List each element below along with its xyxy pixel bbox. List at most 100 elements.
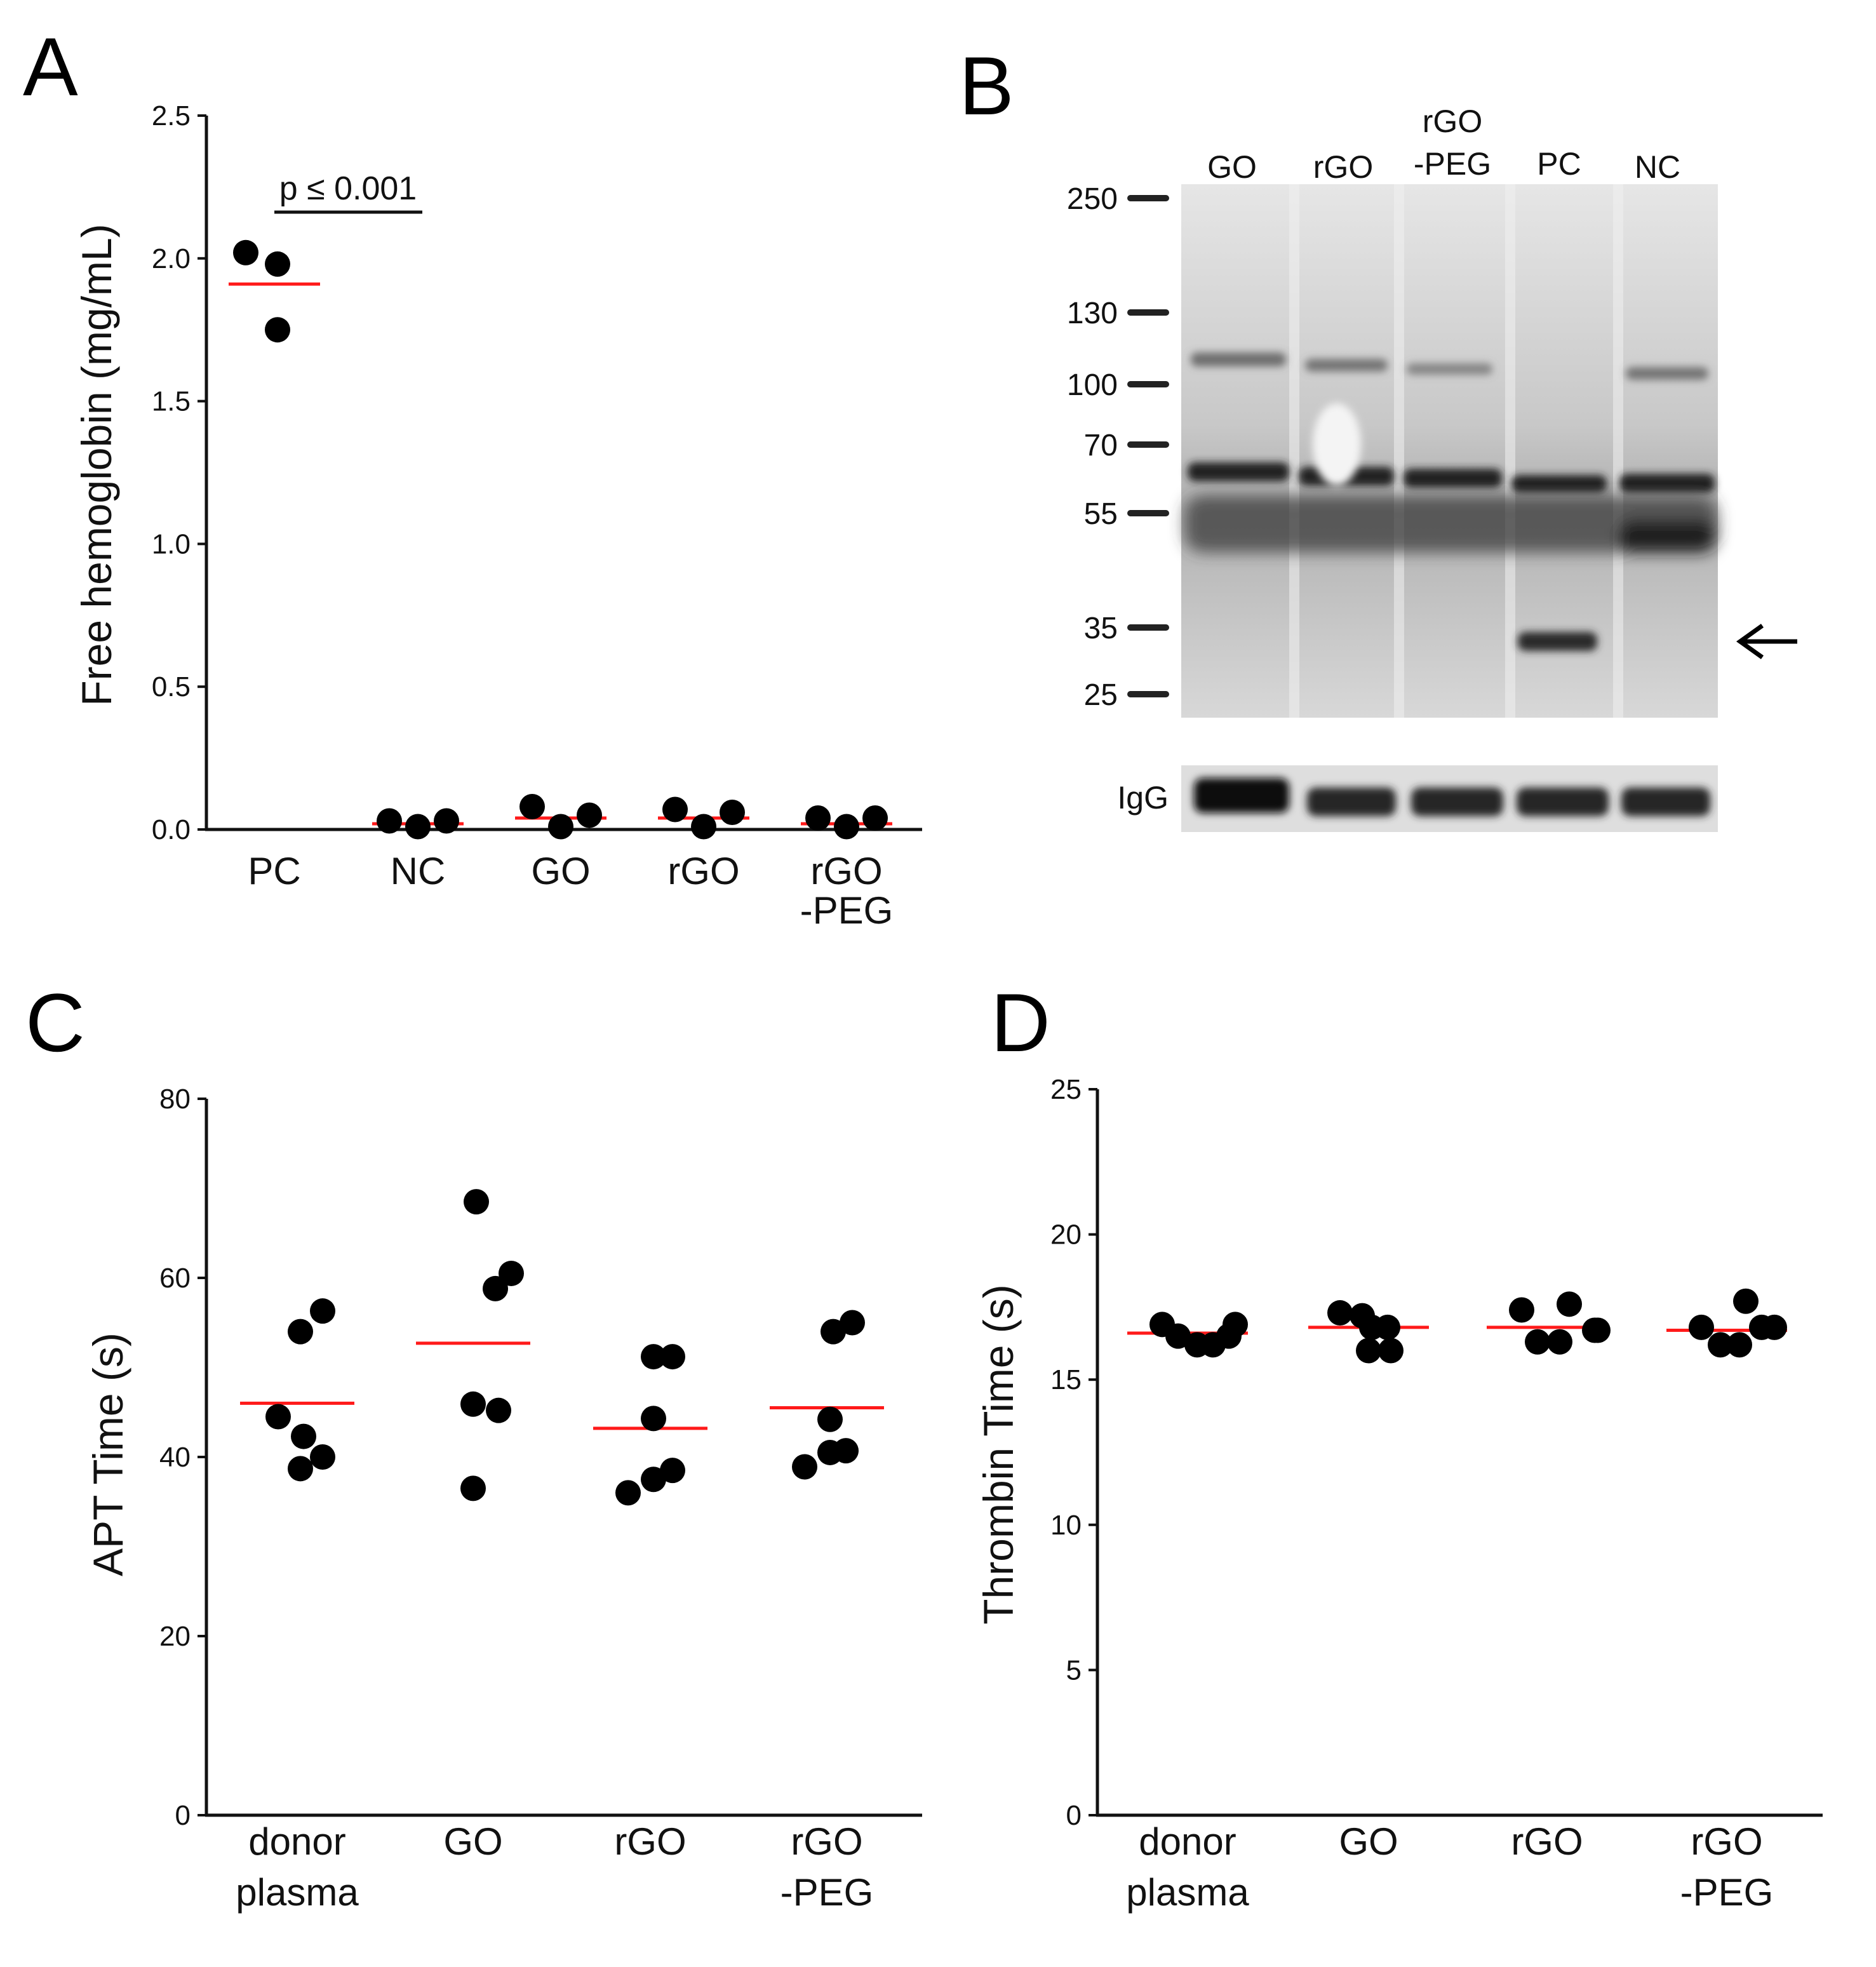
y-tick-label: 0.0 bbox=[152, 814, 191, 845]
y-axis-title: Free hemoglobin (mg/mL) bbox=[73, 224, 120, 706]
panel-c-apt-time-chart: C 0 20 40 60 80 donor plasma GO rGO rGO -PEG APT … bbox=[25, 976, 922, 1914]
y-axis-ticks: 0 20 40 60 80 bbox=[159, 1084, 206, 1831]
x-category-label: rGO bbox=[1511, 1820, 1583, 1863]
band-50kda-smear bbox=[1184, 495, 1718, 553]
x-category-label: GO bbox=[1339, 1820, 1398, 1863]
ladder-label: 25 bbox=[1084, 678, 1118, 712]
igg-bands bbox=[1194, 778, 1710, 816]
data-point bbox=[460, 1475, 486, 1501]
data-point bbox=[434, 808, 459, 834]
data-point bbox=[821, 1319, 846, 1345]
data-point bbox=[834, 814, 859, 840]
y-tick-label: 25 bbox=[1050, 1074, 1082, 1105]
data-point bbox=[1547, 1329, 1572, 1355]
y-tick-label: 15 bbox=[1050, 1364, 1082, 1395]
data-point bbox=[662, 796, 688, 822]
y-tick-label: 0.5 bbox=[152, 671, 191, 702]
y-axis-title: Thrombin Time (s) bbox=[975, 1284, 1022, 1624]
y-tick-label: 5 bbox=[1066, 1655, 1082, 1686]
mean-lines bbox=[240, 1341, 884, 1430]
panel-letter-d: D bbox=[991, 976, 1050, 1069]
y-tick-label: 20 bbox=[159, 1621, 191, 1652]
y-tick-label: 60 bbox=[159, 1263, 191, 1294]
lane-label-rgo: rGO bbox=[1313, 149, 1373, 185]
data-point bbox=[641, 1406, 666, 1432]
data-point bbox=[641, 1467, 666, 1493]
x-category-label: NC bbox=[391, 850, 446, 892]
left-arrow-icon bbox=[1736, 624, 1797, 659]
y-tick-label: 80 bbox=[159, 1084, 191, 1115]
x-category-label: -PEG bbox=[800, 889, 894, 932]
data-point bbox=[265, 1404, 291, 1430]
y-tick-label: 1.5 bbox=[152, 386, 191, 417]
data-point bbox=[805, 805, 831, 831]
lane-label-rgo-peg-line2: -PEG bbox=[1414, 146, 1491, 182]
data-point bbox=[660, 1344, 685, 1370]
band-33kda-pc bbox=[1518, 632, 1597, 651]
data-point bbox=[577, 802, 602, 828]
y-axis-title: APT Time (s) bbox=[84, 1333, 131, 1576]
x-category-label: donor bbox=[1139, 1820, 1236, 1863]
ladder-label: 130 bbox=[1067, 297, 1118, 330]
data-point bbox=[233, 239, 258, 265]
data-point bbox=[840, 1310, 865, 1336]
data-point bbox=[460, 1391, 486, 1417]
panel-b-western-blot: B GO rGO rGO -PEG PC NC bbox=[959, 39, 1797, 832]
x-category-label: PC bbox=[248, 850, 300, 892]
x-category-label: rGO bbox=[614, 1820, 686, 1863]
data-point bbox=[792, 1454, 817, 1480]
ladder-label: 100 bbox=[1067, 368, 1118, 402]
mean-lines bbox=[229, 282, 892, 826]
igg-label: IgG bbox=[1117, 780, 1169, 816]
lane-label-pc: PC bbox=[1537, 146, 1581, 182]
data-point bbox=[288, 1319, 313, 1345]
panel-a-hemolysis-chart: A 0.00.51.01.52.02.5 PC NC GO rGO rGO-PEG p … bbox=[23, 20, 922, 932]
data-point bbox=[1165, 1323, 1191, 1349]
x-category-label: rGO bbox=[810, 850, 882, 892]
lane-label-rgo-peg-line1: rGO bbox=[1423, 104, 1482, 139]
data-point bbox=[1689, 1314, 1714, 1340]
data-point bbox=[641, 1344, 666, 1370]
ladder-label: 35 bbox=[1084, 612, 1118, 645]
significance-annotation: p ≤ 0.001 bbox=[274, 170, 422, 214]
data-point bbox=[1708, 1332, 1733, 1358]
data-point bbox=[288, 1456, 313, 1482]
data-point bbox=[548, 814, 573, 840]
data-point bbox=[1733, 1288, 1759, 1314]
data-point bbox=[377, 808, 402, 834]
data-point bbox=[519, 794, 545, 820]
p-value-label: p ≤ 0.001 bbox=[279, 170, 417, 207]
x-axis-category-labels: PC NC GO rGO rGO-PEG bbox=[248, 850, 893, 932]
x-category-label: rGO bbox=[791, 1820, 862, 1863]
data-point bbox=[486, 1397, 511, 1423]
y-tick-label: 0 bbox=[175, 1800, 191, 1831]
lane-label-go: GO bbox=[1207, 149, 1257, 185]
x-category-label: plasma bbox=[1126, 1871, 1249, 1914]
data-point bbox=[499, 1260, 524, 1286]
data-point bbox=[1356, 1338, 1381, 1364]
blot-artifact-bubble bbox=[1313, 403, 1361, 486]
data-point bbox=[862, 805, 888, 831]
data-point bbox=[1525, 1329, 1550, 1355]
y-tick-label: 10 bbox=[1050, 1510, 1082, 1541]
lane-gap bbox=[1613, 184, 1623, 718]
lane-label-nc: NC bbox=[1635, 149, 1680, 185]
data-points bbox=[265, 1189, 865, 1506]
y-tick-label: 1.0 bbox=[152, 528, 191, 560]
ladder-label: 70 bbox=[1084, 429, 1118, 462]
x-category-label: rGO bbox=[667, 850, 739, 892]
data-point bbox=[310, 1298, 335, 1324]
panel-letter-a: A bbox=[23, 20, 78, 113]
y-axis-ticks: 0 5 10 15 20 25 bbox=[1050, 1074, 1097, 1831]
data-point bbox=[1327, 1300, 1353, 1326]
data-points bbox=[1149, 1288, 1787, 1364]
data-point bbox=[310, 1444, 335, 1470]
y-tick-label: 40 bbox=[159, 1442, 191, 1473]
y-tick-label: 20 bbox=[1050, 1219, 1082, 1251]
y-tick-label: 2.5 bbox=[152, 100, 191, 131]
x-category-label: GO bbox=[531, 850, 590, 892]
lane-gap bbox=[1394, 184, 1404, 718]
x-axis-category-labels: donor plasma GO rGO rGO -PEG bbox=[1126, 1820, 1773, 1914]
data-point bbox=[1727, 1332, 1752, 1358]
